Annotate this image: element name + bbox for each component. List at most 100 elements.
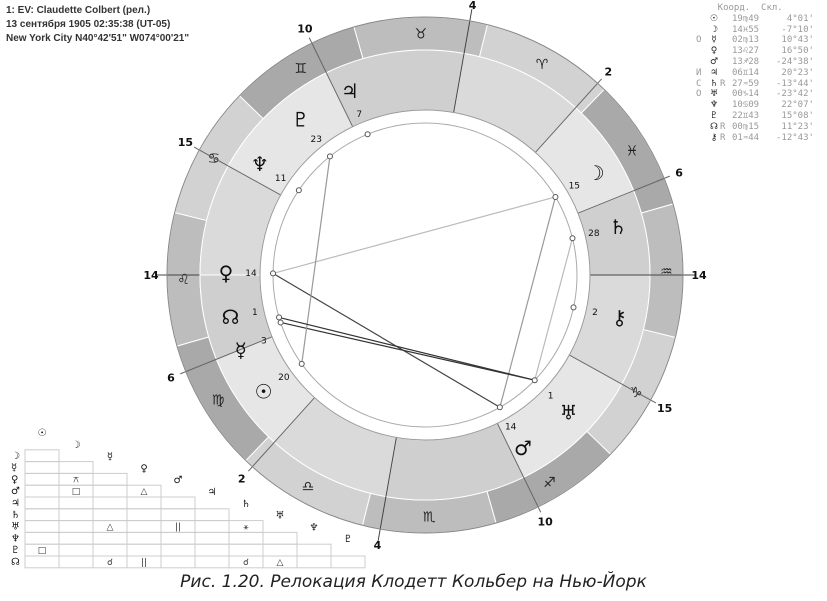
table-row: О ☿ 02♍13 10°43' bbox=[696, 35, 824, 46]
cell-g: ⚷ bbox=[710, 132, 718, 143]
cusp-degree: 10 bbox=[297, 23, 313, 36]
cell-d: 11°23' bbox=[776, 121, 814, 132]
table-row: ♇ 22♊43 15°08' bbox=[696, 111, 824, 122]
table-row: ☊ R 00♍15 11°23' bbox=[696, 122, 824, 133]
planet-marker bbox=[270, 270, 277, 277]
cell-g: ♆ bbox=[709, 100, 719, 111]
figure-caption: Рис. 1.20. Релокация Клодетт Кольбер на … bbox=[180, 572, 647, 592]
cusp-degree: 14 bbox=[691, 269, 707, 282]
table-row: О ♅ 00♑14 -23°42' bbox=[696, 89, 824, 100]
grid-row-glyph: ♅ bbox=[11, 522, 20, 533]
grid-cell bbox=[24, 484, 60, 498]
planet-marker bbox=[496, 404, 503, 411]
planet-marker bbox=[326, 153, 333, 160]
aspect-symbol: △ bbox=[141, 487, 148, 497]
grid-cell bbox=[92, 508, 128, 522]
cell-c: 01♒44 bbox=[732, 132, 760, 143]
grid-cell bbox=[330, 555, 366, 569]
cell-c: 02♍13 bbox=[732, 35, 760, 46]
table-header: Коорд. Скл. bbox=[696, 3, 783, 13]
grid-col-glyph: ♂ bbox=[174, 475, 183, 486]
planet-glyph: ☿ bbox=[235, 338, 247, 362]
cell-m: О bbox=[696, 89, 702, 100]
planet-glyph: ♃ bbox=[341, 79, 359, 103]
cell-c: 27♒59 bbox=[732, 78, 760, 89]
grid-cell bbox=[194, 531, 230, 545]
house-cusp-line bbox=[377, 424, 400, 541]
chart-title: 1: EV: Claudette Colbert (рел.) bbox=[6, 5, 151, 16]
cell-g: ♀ bbox=[710, 46, 718, 57]
cell-g: ☽ bbox=[709, 24, 719, 35]
grid-col-glyph: ♄ bbox=[242, 499, 251, 510]
grid-cell bbox=[58, 461, 94, 474]
grid-cell bbox=[160, 555, 196, 569]
house-cusp-line bbox=[247, 387, 324, 472]
cell-d: -23°42' bbox=[776, 89, 814, 100]
grid-cell bbox=[58, 531, 94, 545]
cell-g: ☉ bbox=[709, 13, 719, 24]
grid-cell bbox=[24, 555, 60, 569]
cusp-degree: 2 bbox=[238, 473, 246, 486]
cusp-degree: 14 bbox=[143, 269, 159, 282]
cell-c: 13♌27 bbox=[732, 46, 760, 57]
aspect-symbol: || bbox=[141, 558, 147, 568]
grid-col-glyph: ♇ bbox=[344, 534, 353, 545]
cell-r: R bbox=[720, 78, 726, 89]
planet-marker bbox=[277, 319, 284, 326]
planet-marker bbox=[295, 187, 302, 194]
grid-row-glyph: ♃ bbox=[11, 498, 20, 509]
planet-degree: 14 bbox=[505, 422, 517, 432]
cell-c: 10♋09 bbox=[732, 100, 760, 111]
grid-cell bbox=[58, 520, 94, 533]
house-cusp-line bbox=[180, 331, 285, 375]
house-cusp-line bbox=[557, 348, 657, 404]
grid-cell bbox=[296, 543, 332, 557]
grid-cell bbox=[160, 543, 196, 557]
grid-row-glyph: ♀ bbox=[11, 474, 18, 485]
cell-c: 00♍15 bbox=[732, 121, 760, 132]
grid-cell bbox=[24, 449, 60, 463]
planet-marker bbox=[276, 314, 283, 321]
chart-header: 1: EV: Claudette Colbert (рел.) 13 сентя… bbox=[6, 4, 189, 46]
grid-cell bbox=[58, 555, 94, 569]
cell-d: 16°50' bbox=[776, 46, 814, 57]
grid-col-glyph: ☿ bbox=[107, 452, 113, 463]
cusp-degree: 15 bbox=[178, 136, 193, 149]
grid-cell bbox=[24, 520, 60, 533]
outer-ring bbox=[166, 16, 684, 534]
grid-row-glyph: ♄ bbox=[11, 510, 20, 521]
planet-degree: 14 bbox=[245, 269, 257, 279]
cell-c: 13♐28 bbox=[732, 56, 760, 67]
aspect-line bbox=[272, 196, 556, 274]
cell-d: -13°44' bbox=[776, 78, 814, 89]
table-row: ♀ 13♌27 16°50' bbox=[696, 46, 824, 57]
table-row: И ♃ 06♊14 20°23' bbox=[696, 68, 824, 79]
cell-d: -24°38' bbox=[776, 56, 814, 67]
aspect-symbol: ☌ bbox=[243, 558, 249, 568]
grid-cell bbox=[160, 496, 196, 510]
grid-cell bbox=[24, 461, 60, 474]
planet-glyph: ☽ bbox=[587, 161, 605, 185]
house-cusp-line bbox=[526, 78, 603, 163]
house-cusp-line bbox=[450, 9, 473, 126]
aspect-symbol: || bbox=[175, 523, 181, 533]
cell-m: О bbox=[696, 35, 702, 46]
planet-marker bbox=[552, 193, 559, 200]
grid-cell bbox=[228, 543, 264, 557]
grid-cell bbox=[126, 508, 162, 522]
grid-row-glyph: ♆ bbox=[11, 533, 20, 544]
positions-table: Коорд. Скл. ☉ 19♍49 4°01' ☽ 14♓55 -7°10'… bbox=[696, 3, 824, 143]
planet-marker bbox=[531, 377, 538, 384]
table-row: С ♄ R 27♒59 -13°44' bbox=[696, 79, 824, 90]
grid-cell bbox=[126, 520, 162, 533]
house-cusp-line bbox=[491, 411, 542, 513]
cusp-degree: 2 bbox=[605, 65, 613, 78]
grid-cell bbox=[24, 531, 60, 545]
planet-glyph: ♀ bbox=[219, 261, 234, 285]
aspect-symbol: △ bbox=[277, 558, 284, 568]
chart-date: 13 сентября 1905 02:35:38 (UT-05) bbox=[6, 19, 171, 30]
chart-location: New York City N40°42'51" W074°00'21" bbox=[6, 33, 190, 44]
cell-m: С bbox=[696, 78, 702, 89]
grid-cell bbox=[126, 496, 162, 510]
